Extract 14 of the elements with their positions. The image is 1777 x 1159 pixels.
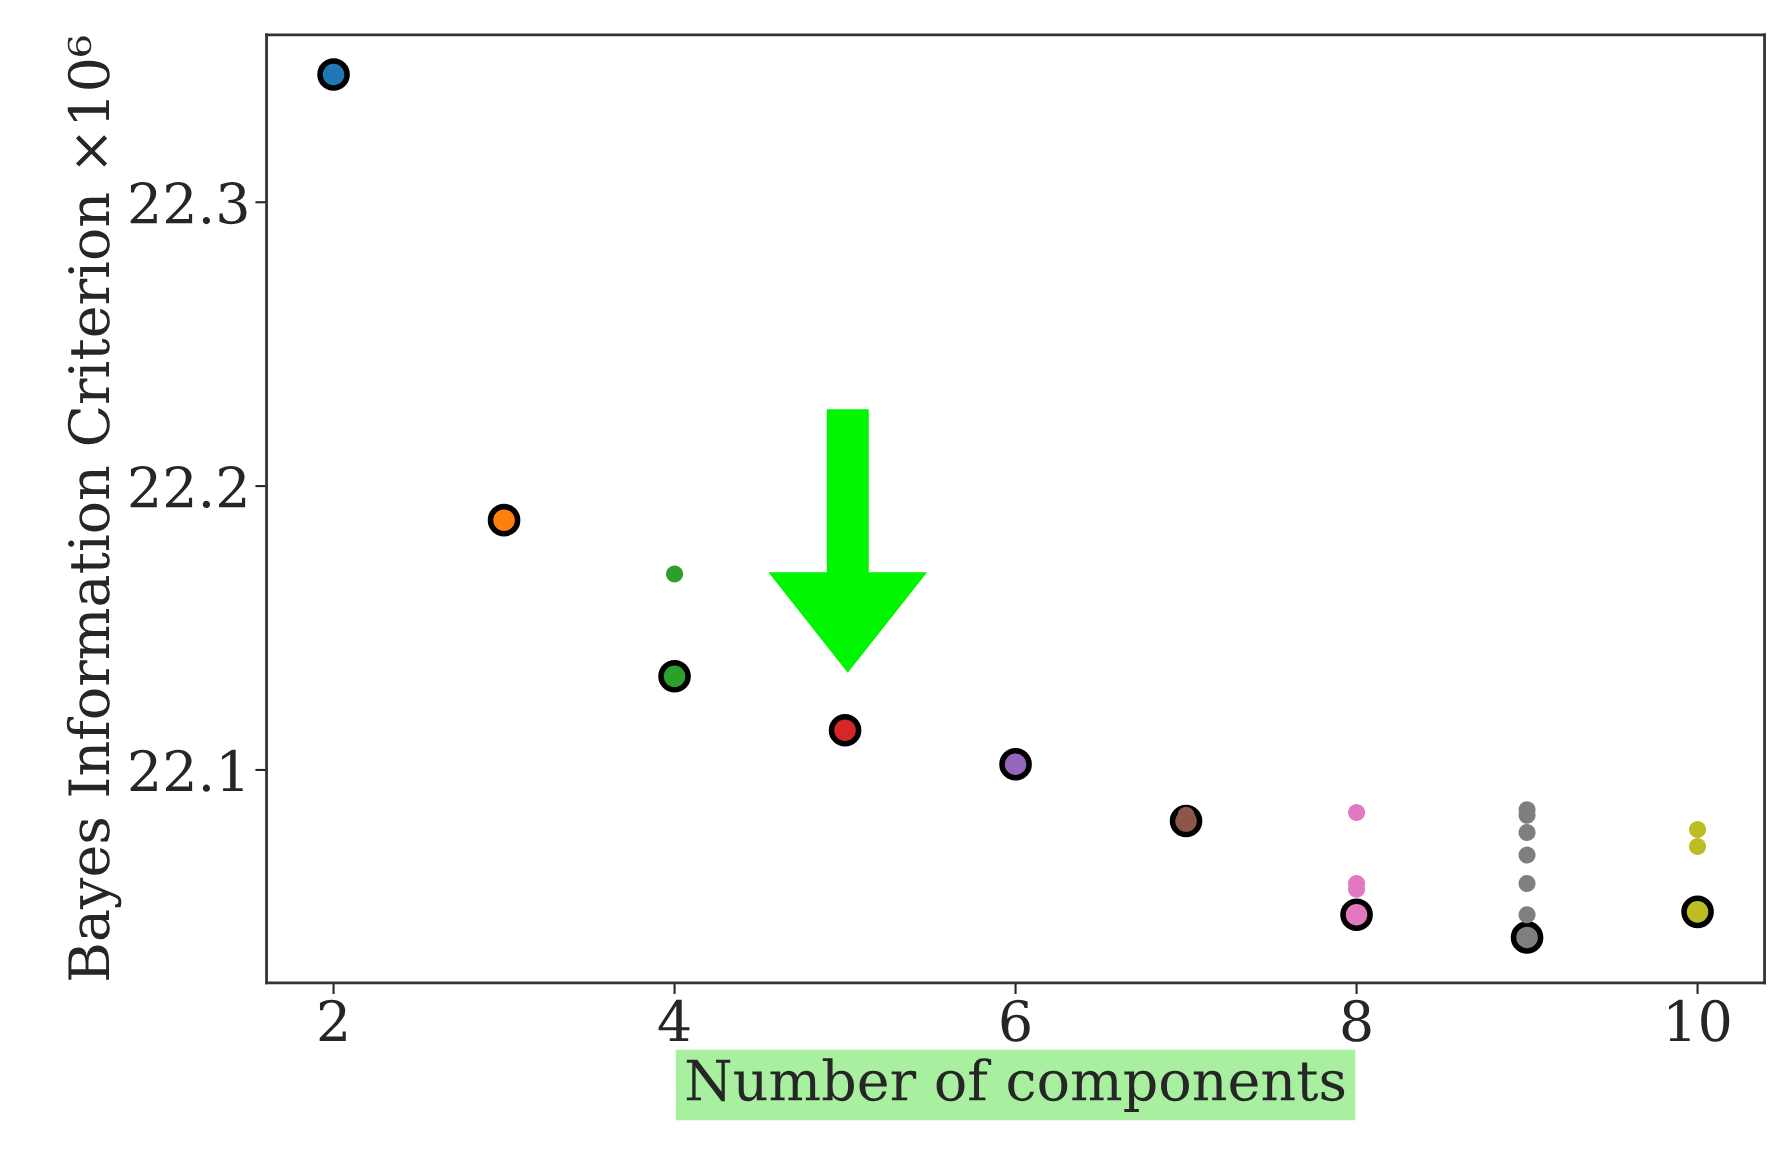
- x-tick-label: 10: [1668, 999, 1730, 1042]
- point: [1518, 846, 1536, 864]
- y-tick-label: 22.2: [130, 465, 246, 508]
- point: [1518, 823, 1536, 841]
- y-axis-title: Bayes Information Criterion ×10⁶: [66, 36, 122, 980]
- x-tick-label: 4: [658, 999, 690, 1042]
- point: [1518, 874, 1536, 892]
- x-tick-label: 2: [319, 999, 346, 1042]
- y-tick-label: 22.3: [130, 182, 247, 225]
- point: [1518, 906, 1536, 924]
- x-axis-title: Number of components: [686, 1058, 1345, 1112]
- x-tick-label: 8: [1342, 999, 1371, 1042]
- x-tick-label: 6: [1001, 999, 1030, 1042]
- y-tick-label: 22.1: [130, 749, 243, 792]
